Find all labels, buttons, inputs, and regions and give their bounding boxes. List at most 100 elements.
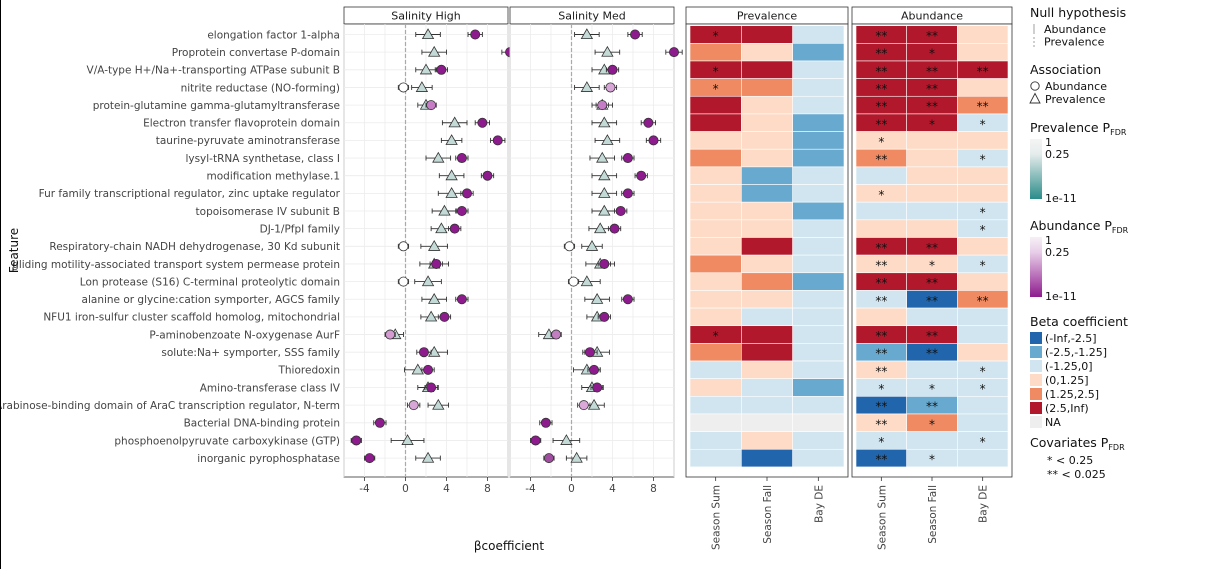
prevalence-point [560,434,573,445]
feature-label: Lon protease (S16) C-terminal proteolyti… [80,276,340,288]
prevalence-point [421,275,435,287]
heatmap-cell [792,307,845,327]
heatmap-panel-prevalence: Prevalence * * * * Season Sum Season Fall Bay D… [685,6,849,550]
significance-star: ** [875,100,887,114]
feature-label: protein-glutamine gamma-glutamyltransfer… [93,100,340,112]
x-tick-label: 8 [650,483,657,495]
legend-abundance-fdr-tick: 0.25 [1045,246,1070,259]
legend-item: Prevalence [1044,36,1105,49]
legend-beta-swatch [1030,332,1042,344]
heatmap-cell [906,431,958,450]
feature-label: modification methylase.1 [207,171,340,183]
heatmap-cell [741,254,793,274]
feature-label: Proprotein convertase P-domain [172,47,340,59]
feature-label: Arabinose-binding domain of AraC transcr… [0,400,340,412]
heatmap-cell [689,113,742,132]
heatmap-cell [792,413,845,432]
abundance-point [408,400,419,411]
abundance-point [426,382,437,393]
abundance-point [436,64,447,75]
significance-star: * [980,382,986,396]
heatmap-cell [792,237,845,256]
heatmap-cell [741,413,793,432]
column-label: Season Fall [762,485,774,544]
column-label: Season Sum [876,485,888,550]
heatmap-cell [689,307,742,327]
significance-star: ** [977,294,989,308]
feature-label: topoisomerase IV subunit B [196,206,340,218]
heatmap-cell [689,219,742,238]
heatmap-cell [906,219,958,238]
x-axis-title: βcoefficient [474,539,545,553]
heatmap-cell [689,43,742,62]
significance-star: * [713,64,719,78]
legend-prevalence-fdr-tick: 0.25 [1045,148,1070,161]
heatmap-cell [689,254,742,274]
heatmap-panel-abundance: Abundance** **** *** ** **** **** ** **** * **** *… [851,6,1013,550]
abundance-point [530,435,541,446]
abundance-point [449,223,460,234]
heatmap-cell [792,148,845,168]
prevalence-point [590,292,604,304]
abundance-point [607,64,618,75]
heatmap-cell [957,448,1009,468]
legend-prevalence-fdr-colorbar [1030,139,1042,199]
legend-prevalence-fdr-tick: 1e-11 [1045,192,1077,205]
legend-abundance-fdr-colorbar [1030,237,1042,297]
significance-star: * [980,364,986,378]
significance-star: ** [875,347,887,361]
prevalence-point [598,63,611,75]
abundance-point [477,117,488,128]
facet-strip-label: Abundance [901,10,963,23]
heatmap-cell [957,25,1009,44]
significance-star: ** [875,82,887,96]
significance-star: * [980,117,986,131]
prevalence-point [445,187,458,198]
heatmap-cell [741,307,793,327]
significance-star: ** [875,64,887,78]
abundance-point [351,435,362,446]
legend-beta-swatch [1030,402,1042,414]
feature-label: taurine-pyruvate aminotransferase [156,135,340,147]
significance-star: * [929,382,935,396]
heatmap-cell [855,201,907,221]
prevalence-point [438,204,451,216]
heatmap-cell [741,60,793,79]
significance-star: ** [926,64,938,78]
legend-beta-item: (-Inf,-2.5] [1045,332,1097,345]
feature-label: DJ-1/PfpI family [260,223,340,235]
significance-star: ** [875,294,887,308]
abundance-point [578,400,589,411]
heatmap-cell [689,201,742,221]
heatmap-cell [792,360,845,379]
prevalence-point [415,81,429,92]
heatmap-cell [741,360,793,379]
heatmap-cell [741,272,793,291]
heatmap-cell [792,25,845,44]
feature-label: NFU1 iron-sulfur cluster scaffold homolo… [43,312,340,324]
heatmap-cell [957,396,1009,415]
significance-star: ** [926,82,938,96]
legend: Null hypothesisAbundancePrevalenceAssoci… [1029,5,1129,481]
abundance-point [615,205,626,216]
heatmap-cell [741,343,793,362]
significance-star: ** [977,64,989,78]
legend-title-association: Association [1030,62,1101,77]
heatmap-cell [741,148,793,168]
prevalence-point [421,451,435,463]
significance-star: ** [926,329,938,343]
column-label: Bay DE [978,485,990,523]
heatmap-cell [792,113,845,132]
legend-beta-swatch [1030,360,1042,372]
heatmap-cell [792,60,845,79]
legend-beta-item: (1.25,2.5] [1045,388,1099,401]
abundance-point [456,153,467,164]
feature-label: phosphoenolpyruvate carboxykinase (GTP) [114,435,340,447]
significance-star: ** [926,294,938,308]
abundance-point [431,258,442,269]
significance-star: * [980,206,986,220]
abundance-point [584,347,595,358]
x-tick-label: 4 [443,483,450,495]
heatmap-cell [792,343,845,362]
legend-title-beta: Beta coefficient [1030,314,1128,329]
